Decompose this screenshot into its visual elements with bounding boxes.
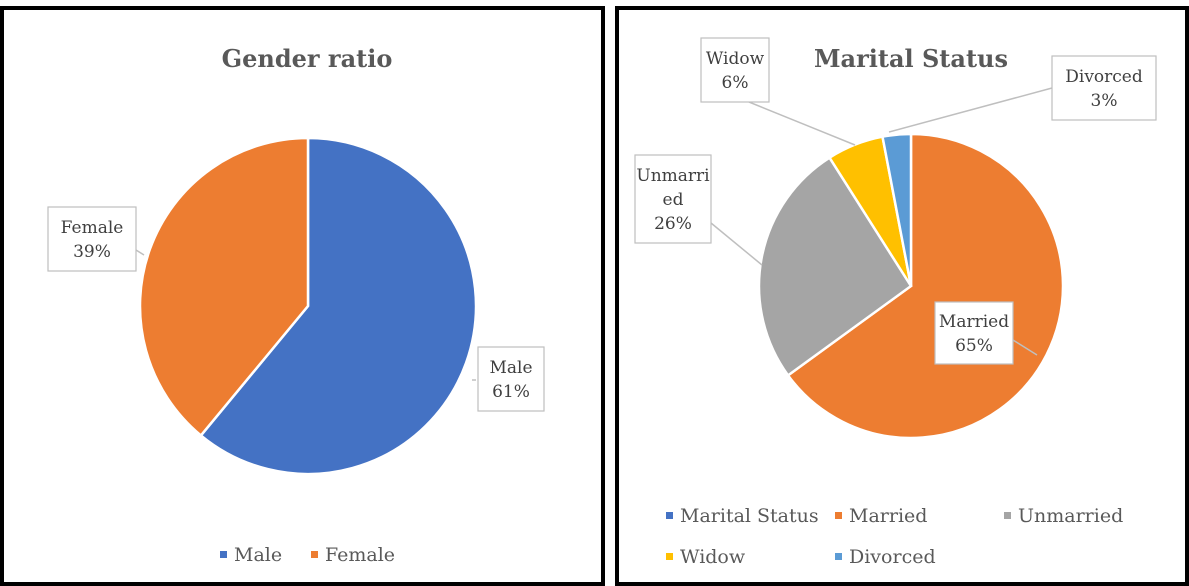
callout-male: Male 61% (472, 346, 545, 412)
legend-label: Widow (680, 546, 746, 568)
gender-ratio-chart-panel: Gender ratio Male 61% Female 39% Male Female (0, 6, 605, 586)
legend-swatch (835, 512, 842, 519)
callout-female-box (47, 206, 137, 272)
callout-unmarried-box (634, 154, 712, 244)
gender-legend-item-male: Male (220, 544, 282, 566)
callout-unmarried: Unmarri ed 26% (634, 154, 763, 266)
marital-legend-item-married: Married (835, 505, 927, 527)
callout-widow: Widow 6% (700, 37, 856, 146)
legend-label: Female (325, 544, 395, 566)
legend-label: Married (849, 505, 927, 527)
callout-married: Married 65% (934, 301, 1038, 365)
callout-divorced-leader (888, 87, 1053, 133)
legend-label: Male (234, 544, 282, 566)
callout-female: Female 39% (47, 206, 145, 272)
callout-unmarried-name: Unmarri (636, 166, 710, 186)
callout-widow-name: Widow (706, 49, 765, 69)
gender-slice-male (199, 136, 478, 476)
gender-chart-title: Gender ratio (222, 44, 393, 73)
callout-widow-leader (748, 101, 856, 146)
callout-divorced-percent: 3% (1091, 91, 1118, 111)
gender-ratio-chart: Gender ratio Male 61% Female 39% Male Female (47, 44, 545, 566)
callout-unmarried-leader (710, 222, 763, 266)
legend-swatch (1004, 512, 1011, 519)
legend-swatch (666, 512, 673, 519)
marital-legend-item-marital-status: Marital Status (666, 505, 819, 527)
callout-married-box (934, 301, 1014, 365)
legend-label: Divorced (849, 546, 936, 568)
callout-female-name: Female (61, 218, 124, 238)
callout-married-leader (1012, 339, 1038, 356)
legend-swatch (835, 553, 842, 560)
callout-divorced-name: Divorced (1065, 67, 1143, 87)
marital-slice-divorced (881, 132, 913, 287)
marital-legend-item-widow: Widow (666, 546, 746, 568)
callout-widow-box (700, 37, 770, 103)
callout-married-name: Married (939, 312, 1009, 332)
callout-married-percent: 65% (955, 336, 993, 356)
marital-status-chart: Marital Status Married65%Unmarried26%Wid… (634, 37, 1157, 568)
marital-legend-item-divorced: Divorced (835, 546, 936, 568)
callout-male-percent: 61% (492, 382, 530, 402)
legend-swatch (311, 551, 318, 558)
callout-male-name: Male (489, 358, 532, 378)
callout-widow-percent: 6% (722, 73, 749, 93)
legend-label: Unmarried (1018, 505, 1123, 527)
marital-legend-item-unmarried: Unmarried (1004, 505, 1123, 527)
legend-swatch (220, 551, 227, 558)
callout-female-leader (135, 249, 145, 256)
marital-chart-title: Marital Status (814, 44, 1008, 73)
callout-divorced: Divorced 3% (888, 55, 1157, 133)
callout-male-box (477, 346, 545, 412)
marital-status-chart-panel: Marital Status Married 65% Unmarri ed 26% Wid… (615, 6, 1189, 586)
gender-slice-female (138, 136, 310, 438)
legend-label: Marital Status (680, 505, 819, 527)
marital-slice-unmarried (757, 155, 913, 378)
callout-unmarried-name: ed (663, 190, 684, 210)
callout-unmarried-percent: 26% (654, 214, 692, 234)
callout-female-percent: 39% (73, 242, 111, 262)
legend-swatch (666, 553, 673, 560)
callout-divorced-box (1051, 55, 1157, 121)
gender-legend-item-female: Female (311, 544, 395, 566)
